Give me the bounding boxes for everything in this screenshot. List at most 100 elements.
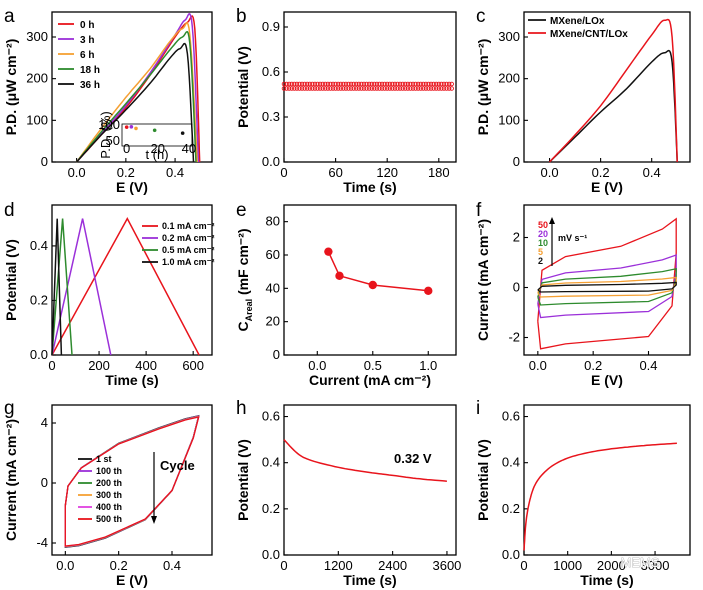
y-tick-label: 0 <box>513 154 520 169</box>
data-point <box>302 81 307 87</box>
y-tick-label: 80 <box>266 214 280 229</box>
data-point <box>449 86 454 91</box>
data-point <box>289 86 294 91</box>
y-tick-label: 0.6 <box>262 64 280 79</box>
x-axis-label: Time (s) <box>580 572 633 588</box>
data-point <box>338 86 344 91</box>
y-tick-label: 0.4 <box>502 455 520 470</box>
data-point <box>431 81 436 87</box>
data-point <box>289 81 294 87</box>
data-point <box>307 86 313 91</box>
y-tick-label: 0 <box>41 154 48 169</box>
x-tick-label: 600 <box>182 358 204 373</box>
legend-label: 0.1 mA cm⁻² <box>162 221 214 231</box>
x-tick-label: 0 <box>520 558 527 573</box>
plot-frame <box>523 404 691 556</box>
inset-y-tick-label: 100 <box>98 117 120 132</box>
data-point <box>341 86 346 91</box>
data-point <box>297 86 302 91</box>
watermark: MEMS <box>621 555 660 570</box>
y-axis-label-rest: (mF cm⁻²) <box>235 228 251 298</box>
series-line <box>51 218 73 356</box>
panel-letter: h <box>236 398 247 419</box>
y-tick-label: -2 <box>508 330 520 345</box>
inset-x-tick-label: 0 <box>123 141 130 156</box>
y-tick-label: 0.0 <box>502 547 520 562</box>
x-axis-label: E (V) <box>116 179 148 195</box>
arrow-head <box>549 217 555 224</box>
panel-e: 0.0 0.5 1.0 0 20 40 60 80 Current (mA cm⁻²) CArea… <box>235 200 457 388</box>
y-axis-label: P.D. (μW cm⁻²) <box>3 39 19 136</box>
data-point <box>325 81 331 87</box>
x-axis-label: E (V) <box>591 179 623 195</box>
inset-y-label: P.D. (%) <box>98 111 113 158</box>
y-tick-label: 300 <box>26 29 48 44</box>
data-point <box>403 81 408 87</box>
y-axis-label-main: C <box>235 321 251 331</box>
legend-label: 0.2 mA cm⁻² <box>162 233 214 243</box>
data-point <box>410 81 416 87</box>
data-point <box>359 81 364 87</box>
data-point <box>366 81 372 87</box>
data-point <box>351 81 356 87</box>
y-axis-label: Potential (V) <box>3 239 19 321</box>
inset-x-tick-label: 40 <box>182 141 196 156</box>
data-point <box>384 86 390 91</box>
data-point <box>413 86 418 91</box>
x-tick-label: 60 <box>328 165 342 180</box>
data-point <box>343 86 349 91</box>
cv-loop <box>64 415 200 548</box>
legend-label: 5 <box>538 247 543 257</box>
x-tick-label: 0.4 <box>639 358 657 373</box>
series-line <box>51 218 63 356</box>
x-tick-label: 0.4 <box>163 558 181 573</box>
data-point <box>405 86 411 91</box>
data-point <box>348 81 354 87</box>
y-tick-label: 2 <box>513 230 520 245</box>
data-point <box>299 81 305 87</box>
data-point <box>377 81 382 87</box>
data-point <box>335 86 341 91</box>
y-tick-label: 60 <box>266 247 280 262</box>
data-point <box>431 86 436 91</box>
data-point <box>415 86 421 91</box>
panel-letter: g <box>4 398 15 419</box>
legend-label: 500 th <box>96 514 122 524</box>
data-point <box>346 81 351 87</box>
plot-frame <box>51 204 213 356</box>
data-point <box>421 86 426 91</box>
data-point <box>325 86 331 91</box>
data-point <box>281 81 287 87</box>
y-axis-label: Potential (V) <box>475 439 491 521</box>
data-point <box>397 86 403 91</box>
y-tick-label: 100 <box>498 112 520 127</box>
inset-point <box>134 126 138 131</box>
data-point <box>433 86 439 91</box>
data-point <box>444 81 449 87</box>
series-line <box>76 13 200 163</box>
data-point <box>333 86 338 91</box>
data-point <box>359 86 364 91</box>
x-tick-label: 0.4 <box>166 165 184 180</box>
data-point <box>364 86 369 91</box>
data-point <box>315 81 320 87</box>
data-point <box>379 86 385 91</box>
y-tick-label: 0.4 <box>262 455 280 470</box>
legend-label: 400 th <box>96 502 122 512</box>
series-line <box>75 22 198 163</box>
data-point <box>302 86 307 91</box>
data-point <box>374 86 380 91</box>
data-point <box>348 86 354 91</box>
data-point <box>426 86 431 91</box>
series-line <box>51 217 200 356</box>
cv-loop <box>537 281 677 293</box>
data-point <box>372 81 377 87</box>
legend-label: MXene/LOx <box>550 16 605 27</box>
data-point <box>424 286 433 296</box>
data-point <box>333 81 338 87</box>
x-tick-label: 0.2 <box>117 165 135 180</box>
data-point <box>284 81 289 87</box>
data-point <box>410 86 416 91</box>
data-point <box>324 247 333 256</box>
y-tick-label: 0.6 <box>262 409 280 424</box>
